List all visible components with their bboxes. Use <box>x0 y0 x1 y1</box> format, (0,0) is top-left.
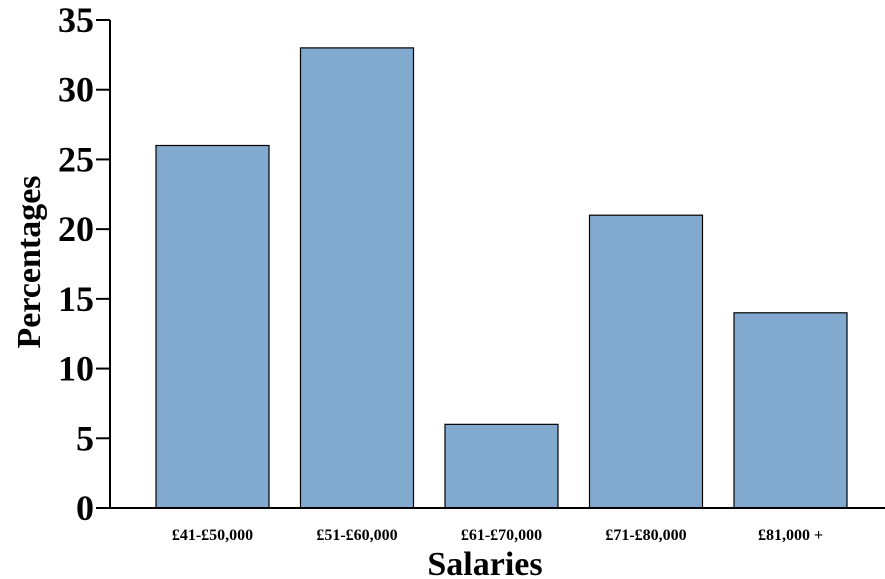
bar-1 <box>155 144 270 509</box>
y-tick-label: 35 <box>58 0 94 40</box>
bar-5 <box>733 312 848 509</box>
x-axis-tick-labels: £41-£50,000 £51-£60,000 £61-£70,000 £71-£80… <box>172 527 823 544</box>
x-tick-label: £41-£50,000 <box>172 527 253 544</box>
y-axis-ticks: 0 5 10 15 20 25 30 35 <box>58 0 110 528</box>
x-tick-label: £81,000 + <box>758 527 823 544</box>
y-tick-label: 0 <box>76 488 94 528</box>
bars-group <box>155 47 848 509</box>
bar-4 <box>588 214 704 509</box>
y-tick-label: 20 <box>58 209 94 249</box>
x-tick-label: £51-£60,000 <box>316 527 397 544</box>
y-tick-label: 5 <box>76 418 94 458</box>
y-tick-label: 30 <box>58 70 94 110</box>
x-axis-title: Salaries <box>427 546 542 579</box>
y-tick-label: 25 <box>58 139 94 179</box>
bar-3 <box>444 423 559 509</box>
y-tick-label: 10 <box>58 349 94 389</box>
x-tick-label: £61-£70,000 <box>461 527 542 544</box>
bar-2 <box>299 47 415 509</box>
y-tick-label: 15 <box>58 279 94 319</box>
x-tick-label: £71-£80,000 <box>605 527 686 544</box>
y-axis-title: Percentages <box>11 175 48 348</box>
